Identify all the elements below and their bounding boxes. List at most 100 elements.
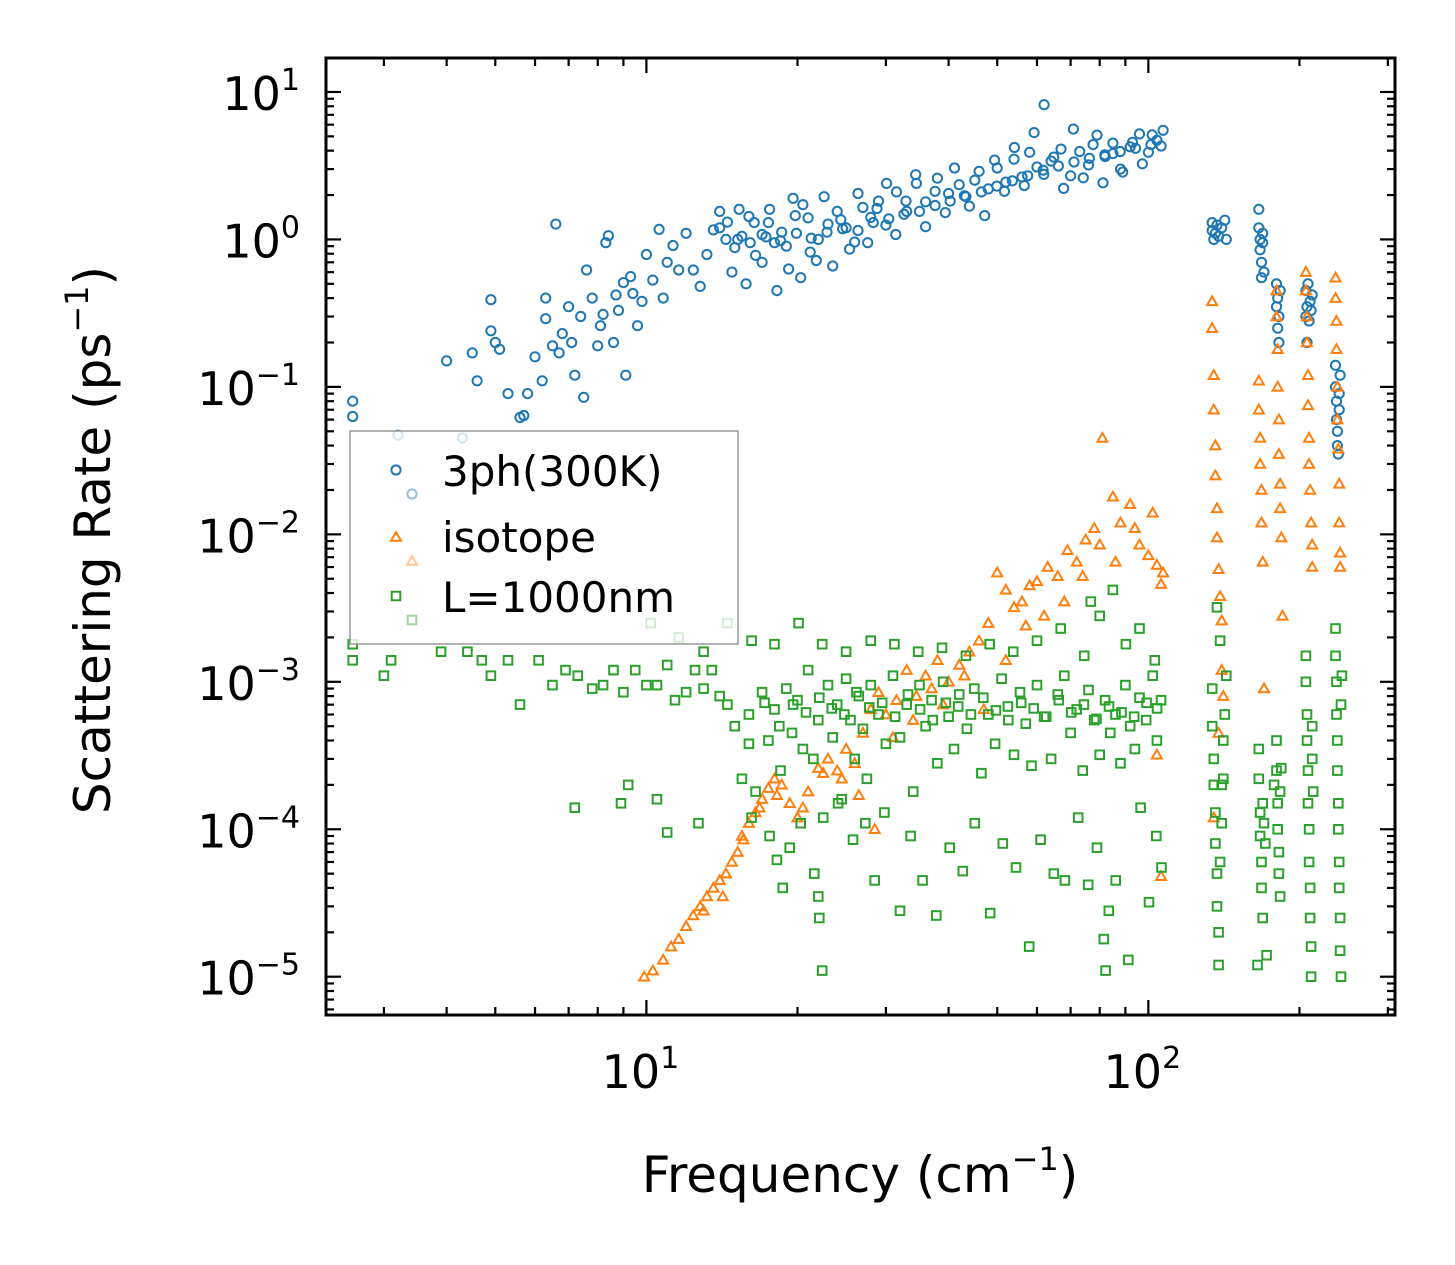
data-point [852, 788, 866, 801]
data-point [1141, 697, 1152, 709]
data-point [1126, 136, 1139, 148]
data-point [1087, 521, 1101, 533]
data-point [889, 693, 904, 705]
data-point [592, 340, 604, 352]
data-point [569, 802, 581, 814]
data-point [693, 817, 704, 829]
data-point [1302, 456, 1316, 469]
data-point [1254, 482, 1269, 495]
data-point [1306, 720, 1318, 732]
data-point [800, 707, 812, 718]
data-point [894, 905, 906, 917]
data-point [901, 205, 913, 217]
data-point [640, 248, 653, 261]
data-point [948, 162, 961, 174]
x-tick-label: 101 [602, 1041, 680, 1099]
data-point [1274, 786, 1286, 797]
data-point [976, 767, 987, 779]
data-point [1332, 765, 1343, 776]
data-point [1030, 574, 1044, 587]
data-point [586, 683, 598, 694]
data-point [802, 212, 814, 224]
data-point [750, 786, 761, 797]
data-point [1123, 954, 1134, 966]
data-point [672, 932, 686, 944]
data-point [752, 800, 767, 813]
y-tick-label: 10−1 [197, 358, 300, 416]
data-point [759, 697, 770, 709]
data-point [1156, 565, 1170, 578]
data-point [879, 807, 890, 818]
data-point [1216, 779, 1228, 791]
data-point [1078, 532, 1093, 545]
data-point [1088, 714, 1100, 726]
data-point [1085, 596, 1097, 607]
data-point [746, 812, 757, 823]
data-point [732, 233, 744, 245]
data-point [1300, 676, 1312, 688]
data-point [689, 664, 701, 676]
data-point [1304, 882, 1316, 894]
data-point [1015, 594, 1029, 607]
data-point [547, 679, 558, 691]
data-point [787, 192, 799, 204]
data-point [864, 702, 875, 713]
data-point [796, 800, 810, 813]
data-point [1300, 335, 1314, 348]
legend-marker [390, 464, 402, 476]
data-point [1302, 798, 1314, 809]
data-point [1065, 727, 1076, 739]
legend-label-3ph: 3ph(300K) [442, 447, 662, 496]
data-point [931, 910, 942, 921]
data-point [1211, 901, 1223, 912]
legend: 3ph(300K) isotope L=1000nm [349, 430, 739, 645]
data-point [1052, 689, 1064, 700]
data-point [1205, 321, 1219, 333]
data-point [1216, 817, 1228, 829]
data-point [1123, 497, 1137, 509]
data-point [784, 842, 796, 854]
data-point [1072, 812, 1084, 823]
data-point [1082, 879, 1094, 891]
data-point [999, 653, 1013, 666]
data-point [811, 761, 825, 773]
data-point [1301, 368, 1315, 380]
data-point [871, 202, 883, 215]
x-tick-labels: 101 102 [602, 1041, 1182, 1099]
data-point [1303, 824, 1315, 835]
legend-label-isotope: isotope [442, 513, 596, 562]
data-point [750, 249, 762, 261]
data-point [347, 410, 359, 423]
data-point [1253, 743, 1265, 755]
data-point [890, 228, 902, 241]
data-point [941, 674, 956, 687]
data-point [839, 742, 853, 754]
data-point [1129, 743, 1141, 755]
data-point [797, 743, 809, 755]
data-point [1329, 359, 1342, 371]
data-point [485, 325, 497, 337]
data-point [786, 727, 798, 739]
data-point [917, 875, 928, 886]
data-point [733, 203, 745, 215]
data-point [719, 866, 733, 879]
data-point [1077, 765, 1089, 776]
data-point [898, 208, 910, 220]
data-point [1052, 160, 1065, 172]
data-point [553, 347, 565, 359]
data-point [914, 704, 926, 715]
data-point [631, 320, 644, 332]
data-point [680, 686, 692, 698]
data-point [774, 235, 787, 247]
data-point [943, 187, 955, 200]
data-point [620, 369, 632, 381]
data-point [860, 817, 871, 829]
data-point [1040, 711, 1052, 723]
data-point [1077, 172, 1089, 184]
y-axis-label: Scattering Rate (ps−1) [58, 266, 122, 814]
data-point [804, 246, 816, 258]
data-point [821, 751, 835, 764]
data-point [618, 686, 629, 698]
data-point [597, 679, 609, 691]
data-point [999, 582, 1013, 595]
